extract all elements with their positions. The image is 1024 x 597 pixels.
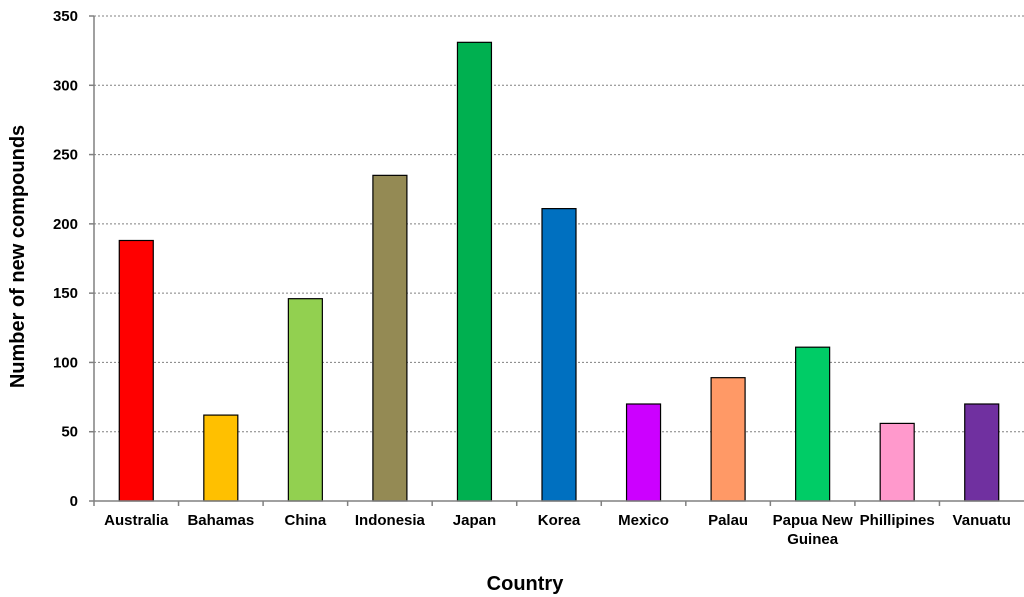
axis-layer bbox=[93, 16, 1024, 502]
y-tick-label: 200 bbox=[53, 216, 78, 233]
x-axis-title: Country bbox=[487, 573, 565, 595]
x-tick-label: Japan bbox=[453, 512, 496, 529]
x-tick-label: Australia bbox=[104, 512, 169, 529]
x-tick-label: Korea bbox=[538, 512, 581, 529]
x-tick-label: Indonesia bbox=[355, 512, 426, 529]
y-tick-label: 350 bbox=[53, 8, 78, 25]
x-tick-label: Mexico bbox=[618, 512, 669, 529]
bar-china bbox=[287, 298, 323, 502]
bar-indonesia bbox=[372, 174, 408, 502]
bar-layer bbox=[118, 41, 1000, 502]
bar-mexico bbox=[625, 403, 662, 502]
bar-papua-new-guinea bbox=[795, 346, 831, 502]
bar-phillipines bbox=[879, 422, 915, 502]
bar-palau bbox=[710, 377, 746, 502]
x-tick-label: Vanuatu bbox=[953, 512, 1011, 529]
bar-bahamas bbox=[203, 414, 239, 502]
y-tick-label: 150 bbox=[53, 285, 78, 302]
bar-japan bbox=[456, 41, 493, 502]
x-tick-label: China bbox=[285, 512, 327, 529]
x-tick-label: Papua New Guinea bbox=[773, 512, 853, 548]
y-tick-label: 250 bbox=[53, 147, 78, 164]
y-tick-label: 50 bbox=[61, 424, 78, 441]
x-tick-label: Palau bbox=[708, 512, 748, 529]
bar-korea bbox=[541, 208, 577, 502]
x-tick-label: Bahamas bbox=[187, 512, 254, 529]
y-tick-label: 0 bbox=[70, 493, 78, 510]
y-tick-label: 300 bbox=[53, 77, 78, 94]
y-tick-label: 100 bbox=[53, 354, 78, 371]
bar-vanuatu bbox=[964, 403, 1000, 502]
x-tick-labels: Australia Bahamas China Indonesia Japan Korea… bbox=[93, 501, 1011, 548]
bar-australia bbox=[118, 239, 154, 502]
y-tick-labels: 0 50 100 150 200 250 300 350 bbox=[53, 8, 94, 510]
y-axis-title: Number of new compounds bbox=[7, 125, 29, 388]
x-tick-label: Phillipines bbox=[860, 512, 935, 529]
